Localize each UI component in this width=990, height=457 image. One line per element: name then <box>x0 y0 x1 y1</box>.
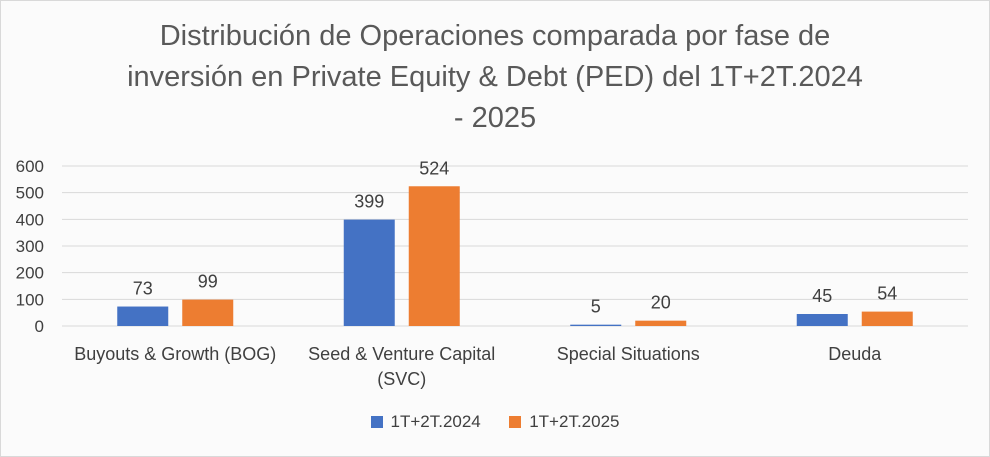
data-label: 99 <box>198 272 218 292</box>
legend-swatch-2025 <box>509 416 522 428</box>
bar <box>635 320 687 326</box>
x-axis-labels: Buyouts & Growth (BOG) Seed & Venture Cap… <box>74 344 882 389</box>
bar <box>182 299 234 326</box>
data-labels: 73 99 399 524 5 20 45 54 <box>133 158 898 316</box>
y-tick-label: 300 <box>16 237 44 256</box>
bar <box>861 311 913 326</box>
bar <box>408 186 460 326</box>
legend-item-2024: 1T+2T.2024 <box>370 412 481 432</box>
legend-label-2024: 1T+2T.2024 <box>390 412 481 431</box>
bar <box>570 324 622 326</box>
x-category-label: Seed & Venture Capital (SVC) <box>308 344 495 389</box>
bar <box>117 306 169 326</box>
x-category-label: Special Situations <box>557 344 700 364</box>
y-tick-label: 100 <box>16 290 44 309</box>
data-label: 54 <box>877 284 897 304</box>
bar-chart: 0 100 200 300 400 500 600 73 99 399 524 5 20 45 54 Bu… <box>16 157 968 389</box>
bars <box>117 186 913 326</box>
data-label: 399 <box>354 192 384 212</box>
y-tick-label: 200 <box>16 264 44 283</box>
data-label: 20 <box>651 293 671 313</box>
legend: 1T+2T.2024 1T+2T.2025 <box>0 412 990 432</box>
legend-label-2025: 1T+2T.2025 <box>529 412 620 431</box>
bar <box>796 314 848 326</box>
data-label: 45 <box>812 286 832 306</box>
y-tick-label: 0 <box>35 317 44 336</box>
data-label: 5 <box>591 297 601 317</box>
x-category-label: Buyouts & Growth (BOG) <box>74 344 276 364</box>
y-tick-label: 500 <box>16 184 44 203</box>
legend-item-2025: 1T+2T.2025 <box>509 412 619 432</box>
y-axis-ticks: 0 100 200 300 400 500 600 <box>16 157 44 336</box>
legend-swatch-2024 <box>370 416 383 428</box>
data-label: 73 <box>133 279 153 299</box>
chart-title: Distribución de Operaciones comparada po… <box>127 20 863 134</box>
bar <box>343 219 395 326</box>
data-label: 524 <box>419 158 449 178</box>
x-category-label: Deuda <box>828 344 882 364</box>
y-tick-label: 400 <box>16 210 44 229</box>
y-tick-label: 600 <box>16 157 44 176</box>
